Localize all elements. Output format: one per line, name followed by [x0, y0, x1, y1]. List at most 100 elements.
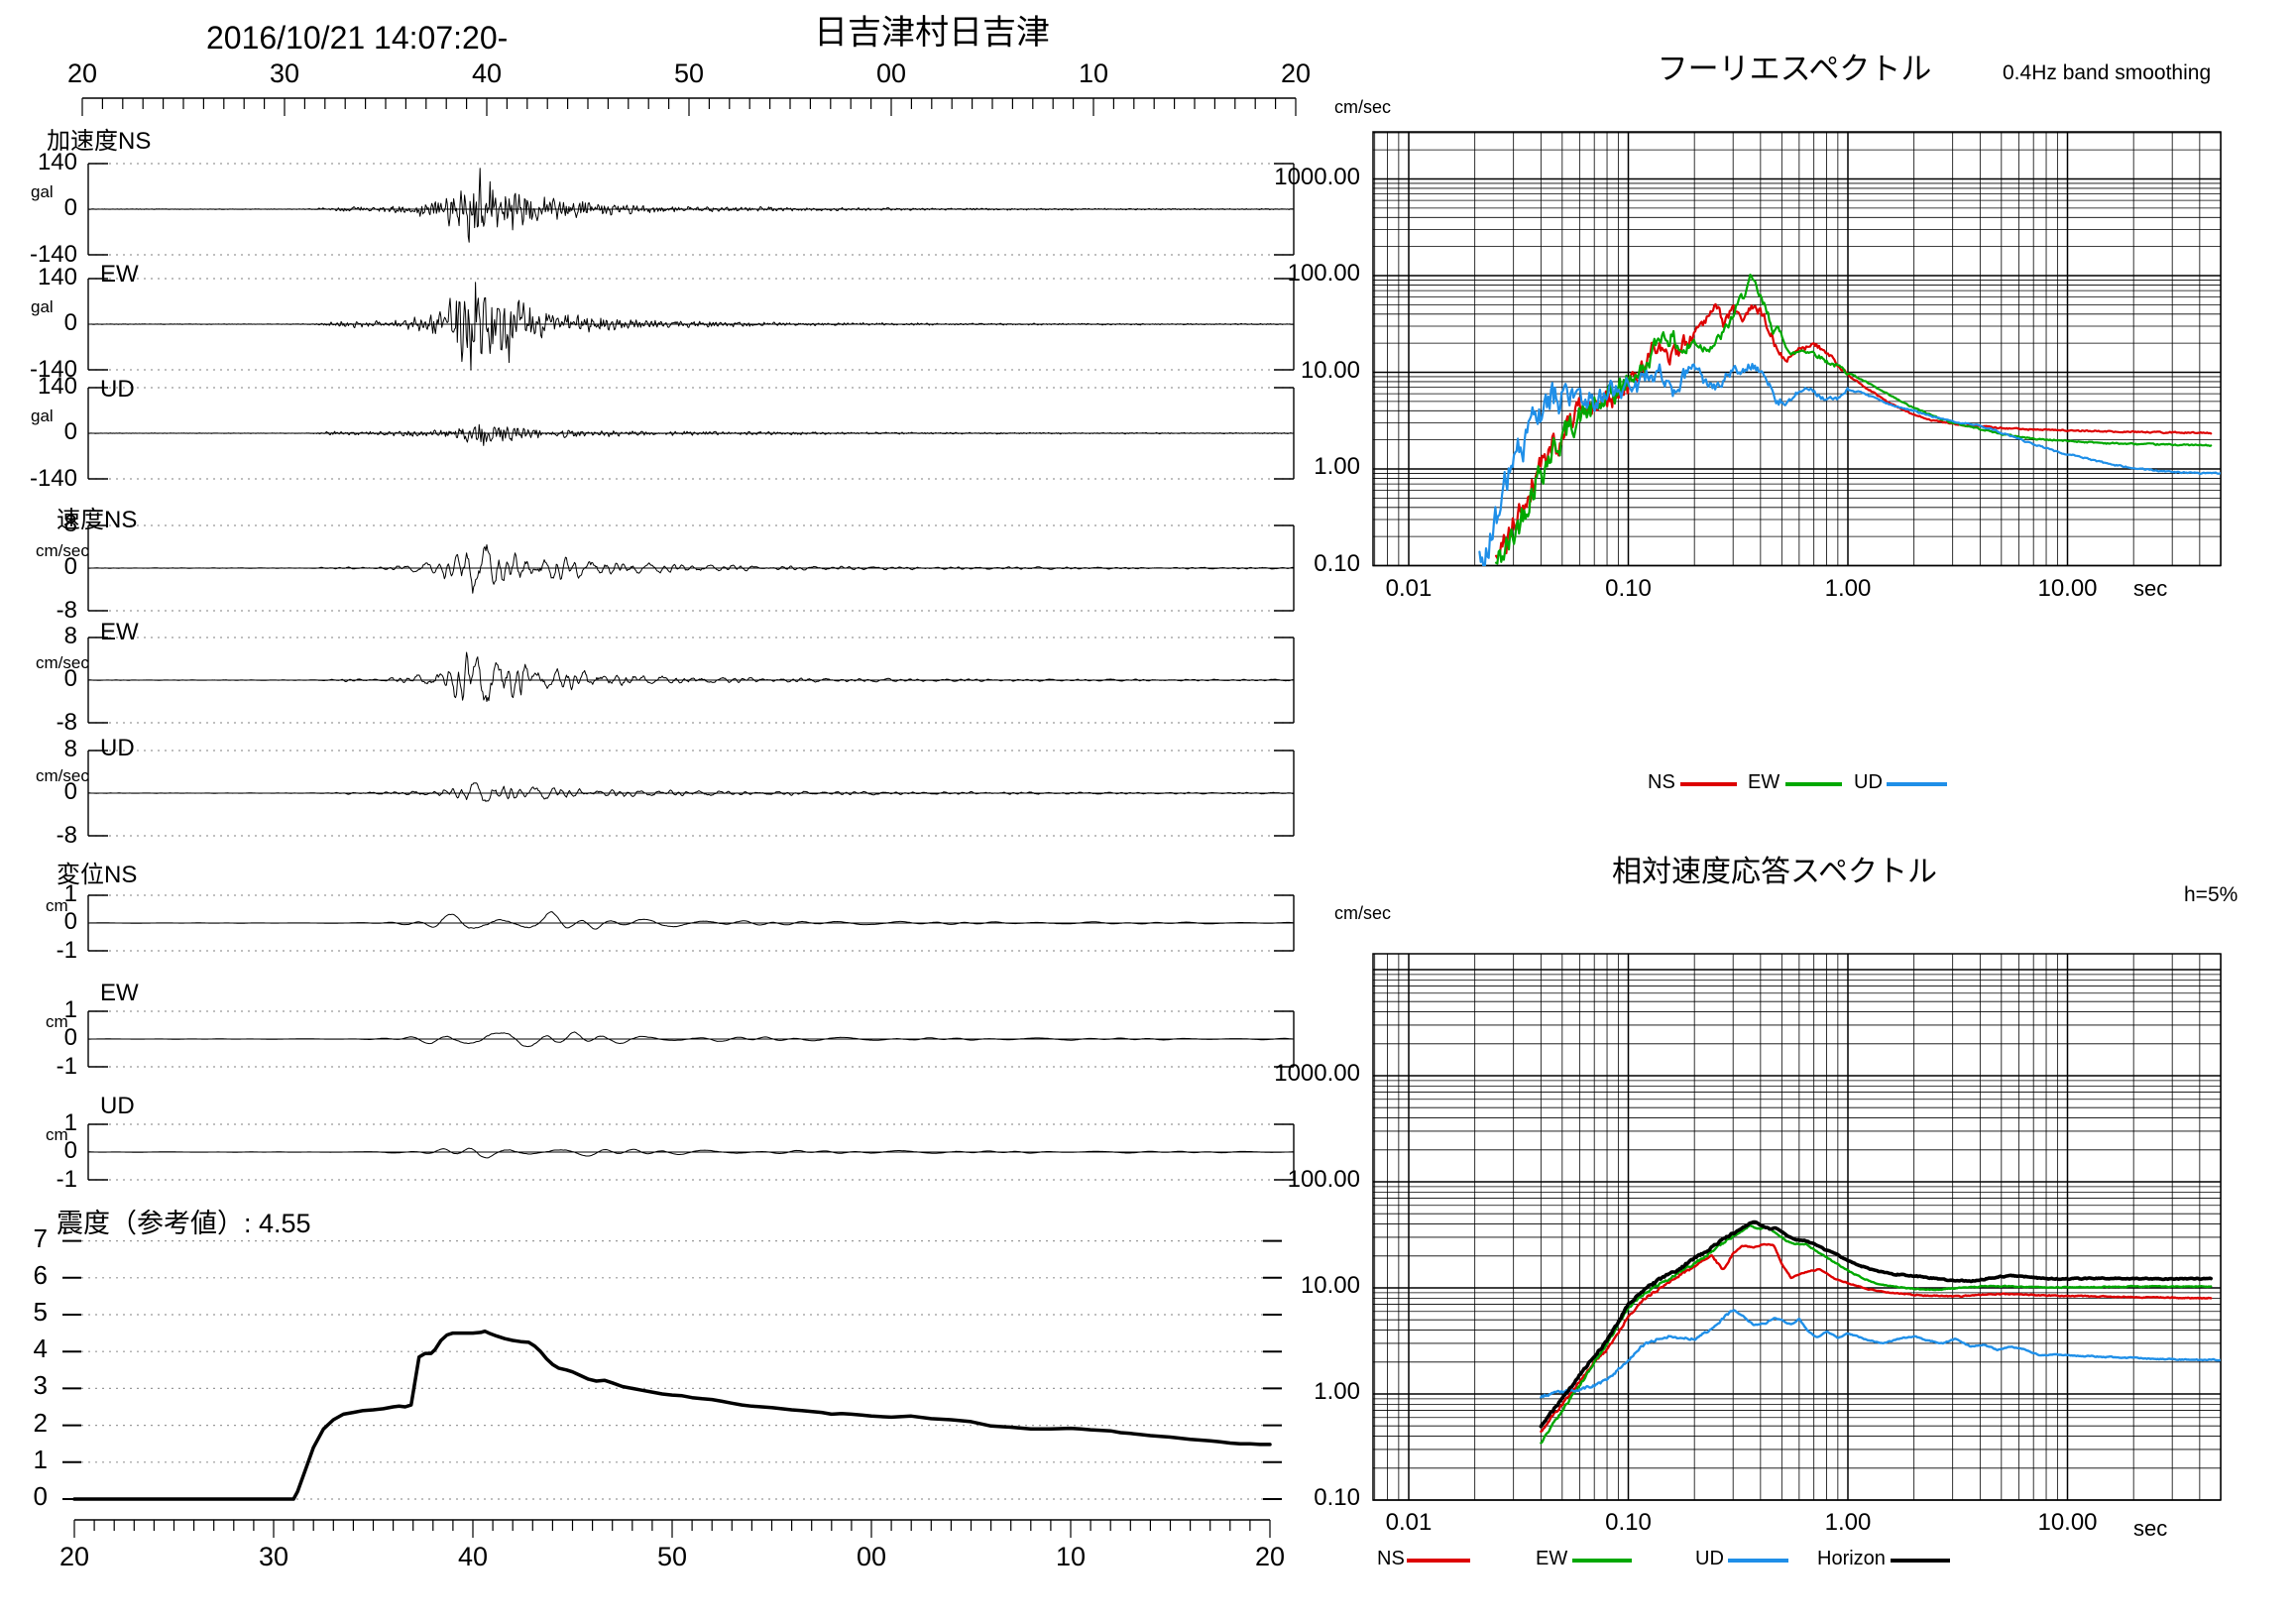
strip-ymax-label: 140: [37, 149, 77, 175]
response-legend-label-UD: UD: [1695, 1548, 1724, 1569]
strip-ymin-label: -1: [56, 1053, 77, 1080]
response-xtick-label: 0.01: [1385, 1509, 1433, 1536]
strip-zero-label: 0: [63, 309, 77, 336]
fourier-ytick-label: 10.00: [1300, 356, 1360, 384]
strip-ymin-label: -8: [56, 822, 77, 849]
recording-datetime: 2016/10/21 14:07:20-: [206, 20, 509, 56]
response-xtick-label: 10.00: [2037, 1509, 2098, 1536]
strip-ymax-label: 1: [63, 880, 77, 907]
fourier-ytick-label: 1000.00: [1274, 163, 1360, 190]
fourier-xtick-label: 0.01: [1385, 574, 1433, 602]
fourier-series-EW: [1494, 274, 2213, 565]
intensity-ytick-label: 5: [33, 1297, 48, 1327]
waveform-strip-8-UD: [87, 1123, 1295, 1181]
fourier-series-NS: [1494, 302, 2213, 560]
fourier-ytick-label: 100.00: [1287, 260, 1360, 287]
time-tick-label-top: 00: [875, 58, 907, 88]
strip-zero-label: 0: [63, 778, 77, 805]
strip-unit-label: gal: [31, 406, 54, 425]
strip-zero-label: 0: [63, 1137, 77, 1164]
waveform-trace-速度NS: [88, 544, 1294, 594]
strip-ymin-label: -140: [29, 241, 77, 268]
fourier-xtick-label: 1.00: [1824, 574, 1872, 602]
waveform-trace-UD: [88, 782, 1294, 802]
strip-ymin-label: -140: [29, 465, 77, 492]
time-tick-label-top: 50: [673, 58, 705, 88]
strip-zero-label: 0: [63, 908, 77, 935]
strip-unit-label: cm/sec: [36, 541, 89, 560]
response-title: 相対速度応答スペクトル: [1612, 856, 1937, 888]
waveform-trace-UD: [88, 1147, 1294, 1159]
strip-title: 速度NS: [57, 507, 138, 533]
time-tick-label-top: 20: [1280, 58, 1312, 88]
response-ytick-label: 10.00: [1300, 1272, 1360, 1299]
intensity-title: 震度（参考値）: 4.55: [57, 1209, 311, 1238]
response-xtick-label: 1.00: [1824, 1509, 1872, 1536]
strip-ymax-label: 140: [37, 264, 77, 290]
strip-ymin-label: -140: [29, 356, 77, 383]
response-ytick-label: 100.00: [1287, 1166, 1360, 1193]
strip-title: UD: [100, 735, 135, 761]
waveform-strip-7-EW: [87, 1010, 1295, 1068]
strip-ymin-label: -1: [56, 1166, 77, 1193]
waveform-strip-3-速度NS: [87, 524, 1295, 612]
time-tick-label-top: 40: [471, 58, 503, 88]
strip-ymax-label: 8: [63, 623, 77, 649]
time-tick-label-top: 30: [269, 58, 300, 88]
strip-zero-label: 0: [63, 553, 77, 580]
fourier-x-unit: sec: [2133, 576, 2168, 601]
strip-zero-label: 0: [63, 418, 77, 445]
fourier-legend-label-EW: EW: [1748, 771, 1780, 793]
fourier-legend-label-NS: NS: [1648, 771, 1675, 793]
fourier-ytick-label: 1.00: [1314, 453, 1360, 480]
time-axis-top: [81, 97, 1297, 116]
waveform-trace-EW: [88, 1031, 1294, 1048]
time-tick-label-bottom: 10: [1055, 1542, 1087, 1571]
intensity-ytick-label: 0: [33, 1481, 48, 1511]
intensity-curve: [72, 1329, 1272, 1501]
strip-title: UD: [100, 376, 135, 403]
strip-ymax-label: 140: [37, 373, 77, 400]
fourier-title: フーリエスペクトル: [1657, 52, 1932, 86]
fourier-legend-label-UD: UD: [1854, 771, 1883, 793]
intensity-ytick-label: 4: [33, 1333, 48, 1364]
intensity-ytick-label: 3: [33, 1370, 48, 1401]
response-y-unit: cm/sec: [1334, 903, 1392, 923]
strip-title: 変位NS: [57, 862, 138, 888]
time-tick-label-bottom: 20: [58, 1542, 90, 1571]
time-axis-bottom: [73, 1519, 1271, 1538]
waveform-strip-6-変位NS: [87, 894, 1295, 952]
response-legend-label-EW: EW: [1536, 1548, 1568, 1569]
fourier-xtick-label: 10.00: [2037, 574, 2098, 602]
time-tick-label-top: 10: [1078, 58, 1109, 88]
strip-unit-label: cm/sec: [36, 653, 89, 672]
strip-title: 加速度NS: [47, 128, 152, 155]
waveform-strip-4-EW: [87, 637, 1295, 724]
response-legend-label-Horizon: Horizon: [1817, 1548, 1886, 1569]
intensity-ytick-label: 7: [33, 1222, 48, 1253]
response-xtick-label: 0.10: [1605, 1509, 1652, 1536]
intensity-ytick-label: 2: [33, 1407, 48, 1438]
strip-unit-label: gal: [31, 182, 54, 201]
time-tick-label-bottom: 50: [656, 1542, 688, 1571]
time-tick-label-bottom: 00: [856, 1542, 887, 1571]
strip-zero-label: 0: [63, 1024, 77, 1051]
waveform-trace-UD: [88, 423, 1294, 446]
fourier-chart: [1372, 131, 2222, 786]
response-ytick-label: 1000.00: [1274, 1060, 1360, 1087]
strip-title: UD: [100, 1093, 135, 1119]
strip-ymax-label: 1: [63, 996, 77, 1023]
time-tick-label-bottom: 20: [1254, 1542, 1286, 1571]
strip-unit-label: cm: [46, 896, 68, 915]
fourier-note: 0.4Hz band smoothing: [2003, 61, 2212, 84]
response-note: h=5%: [2184, 883, 2239, 906]
strip-ymin-label: -8: [56, 597, 77, 624]
intensity-chart: [62, 1239, 1282, 1501]
fourier-series-UD: [1478, 363, 2221, 566]
response-chart: [1372, 953, 2222, 1563]
waveform-trace-変位NS: [88, 911, 1294, 930]
response-series-UD: [1540, 1309, 2221, 1399]
strip-unit-label: cm: [46, 1125, 68, 1144]
